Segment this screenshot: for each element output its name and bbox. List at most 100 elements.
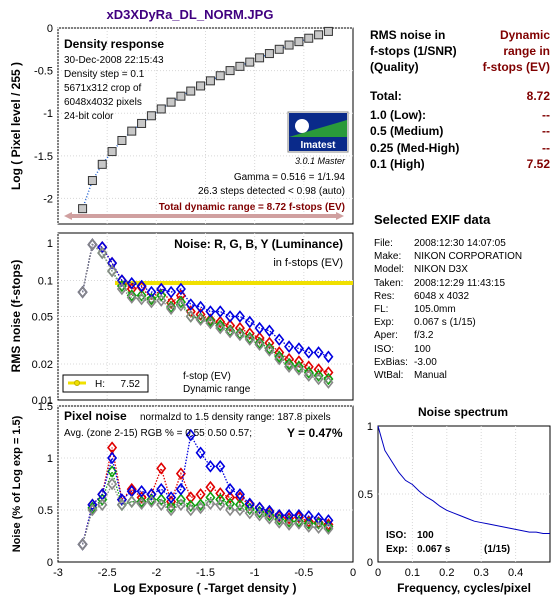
pixel-title: Pixel noise bbox=[64, 409, 127, 423]
noise-marker-g bbox=[254, 336, 265, 350]
pixel-marker-r bbox=[126, 482, 137, 496]
density-step-marker bbox=[314, 30, 324, 40]
noise-marker-g bbox=[234, 327, 245, 340]
pixel-marker-b bbox=[166, 491, 177, 504]
exif-key: Exp: bbox=[374, 317, 395, 329]
pixel-ylabel: Noise (% of Log exp = 1.5) bbox=[11, 415, 23, 552]
density-step-marker bbox=[196, 81, 206, 91]
rms-row-value: 7.52 bbox=[526, 157, 550, 171]
density-ytick-label: -0.5 bbox=[34, 66, 53, 78]
pixel-xlabel: Log Exposure ( -Target density ) bbox=[113, 581, 296, 595]
noise-ytick-label: 1 bbox=[47, 238, 53, 250]
pixel-marker-b bbox=[146, 488, 157, 501]
noise-marker-b bbox=[107, 256, 118, 270]
density-info-line: Density step = 0.1 bbox=[64, 69, 145, 80]
pixel-avg: Avg. (zone 2-15) RGB % = 0.55 0.50 0.57; bbox=[64, 428, 252, 439]
noise-marker-y bbox=[323, 376, 334, 389]
rms-row-label: 0.5 (Medium) bbox=[370, 124, 444, 138]
noise-marker-g bbox=[303, 366, 314, 379]
dr-range-arrow bbox=[64, 212, 344, 220]
pixel-marker-y bbox=[254, 508, 265, 522]
density-step-marker bbox=[235, 61, 245, 71]
spectrum-iso-label: ISO: bbox=[386, 530, 407, 541]
noise-legend: H: 7.52 bbox=[62, 374, 149, 393]
density-step-marker bbox=[264, 49, 274, 59]
noise-marker-g bbox=[284, 357, 295, 371]
pixel-marker-g bbox=[313, 517, 324, 530]
density-info-line: 24-bit color bbox=[64, 111, 114, 122]
noise-marker-g bbox=[323, 372, 334, 386]
noise-series-line-y bbox=[81, 243, 329, 384]
pixel-ytick-label: 1 bbox=[47, 453, 53, 465]
density-step-marker bbox=[304, 33, 314, 43]
noise-marker-y bbox=[225, 325, 236, 339]
pixel-marker-y bbox=[116, 498, 127, 512]
pixel-marker-y bbox=[313, 521, 324, 534]
pixel-xtick-label: -1 bbox=[250, 567, 260, 579]
rms-header-left: RMS noise in f-stops (1/SNR) (Quality) bbox=[370, 28, 457, 74]
exif-value: 2008:12:29 11:43:15 bbox=[414, 277, 506, 289]
noise-marker-y bbox=[293, 363, 304, 376]
noise-marker-y bbox=[116, 282, 127, 296]
rms-table: Total: 8.72 1.0 (Low): -- 0.5 (Medium) -- 0.25… bbox=[370, 88, 550, 173]
pixel-marker-g bbox=[107, 465, 118, 478]
pixel-marker-r bbox=[225, 491, 236, 504]
noise-marker-r bbox=[195, 308, 206, 321]
pixel-marker-g bbox=[215, 493, 226, 506]
noise-ytick-label: 0.05 bbox=[32, 312, 53, 324]
noise-marker-y bbox=[156, 294, 167, 307]
noise-marker-g bbox=[313, 369, 324, 382]
noise-marker-b bbox=[205, 305, 216, 318]
exif-key: Model: bbox=[374, 264, 405, 276]
noise-marker-y bbox=[107, 264, 118, 278]
exif-value: f/3.2 bbox=[414, 330, 434, 342]
exif-key: Aper: bbox=[374, 330, 398, 342]
noise-marker-y bbox=[303, 369, 314, 382]
pixel-marker-b bbox=[323, 514, 334, 527]
noise-marker-y bbox=[195, 313, 206, 326]
pixel-ytick-label: 1.5 bbox=[38, 401, 53, 413]
exif-key: Make: bbox=[374, 251, 402, 263]
spectrum-xtick-label: 0.1 bbox=[405, 567, 420, 579]
spectrum-exp-label: Exp: bbox=[386, 544, 408, 555]
spectrum-panel: Noise spectrum 10.50 0 0.1 0.2 0.3 0.4 ISO: … bbox=[358, 405, 551, 595]
pixel-marker-y bbox=[156, 498, 167, 512]
exif-value: 0.067 s (1/15) bbox=[414, 317, 476, 329]
noise-marker-y bbox=[136, 292, 147, 306]
pixel-marker-b bbox=[156, 482, 167, 496]
noise-marker-g bbox=[175, 295, 186, 309]
pixel-ytick-label: 0 bbox=[47, 557, 53, 569]
pixel-marker-y bbox=[166, 503, 177, 517]
pixel-marker-y bbox=[234, 503, 245, 517]
noise-marker-b bbox=[293, 342, 304, 355]
pixel-marker-y bbox=[284, 518, 295, 531]
pixel-marker-b bbox=[185, 428, 196, 442]
pixel-marker-g bbox=[146, 493, 157, 506]
noise-marker-b bbox=[234, 310, 245, 323]
pixel-marker-y bbox=[126, 495, 137, 508]
total-dr-label: Total dynamic range = 8.72 f-stops (EV) bbox=[159, 202, 345, 213]
noise-ytick-label: 0.02 bbox=[32, 359, 53, 371]
pixel-marker-y bbox=[175, 498, 186, 512]
pixel-marker-g bbox=[303, 517, 314, 530]
noise-marker-g bbox=[136, 289, 147, 302]
noise-marker-b bbox=[126, 276, 137, 290]
noise-marker-y bbox=[274, 352, 285, 366]
pixel-series-line-b bbox=[81, 433, 329, 545]
rms-header-right: Dynamic range in f-stops (EV) bbox=[482, 28, 550, 74]
pixel-marker-y bbox=[225, 503, 236, 517]
rms-row-label: 0.1 (High) bbox=[370, 157, 425, 171]
pixel-marker-g bbox=[284, 515, 295, 528]
noise-marker-g bbox=[126, 289, 137, 302]
pixel-marker-b bbox=[215, 460, 226, 473]
pixel-marker-b bbox=[274, 508, 285, 522]
pixel-marker-g bbox=[185, 499, 196, 513]
noise-marker-r bbox=[215, 315, 226, 329]
noise-marker-b bbox=[313, 346, 324, 359]
pixel-marker-y bbox=[215, 498, 226, 512]
pixel-marker-g bbox=[156, 493, 167, 506]
density-title: Density response bbox=[64, 37, 164, 51]
exif-value: Manual bbox=[414, 369, 447, 381]
noise-marker-r bbox=[244, 327, 255, 340]
legend-h-label: H: bbox=[95, 379, 105, 390]
